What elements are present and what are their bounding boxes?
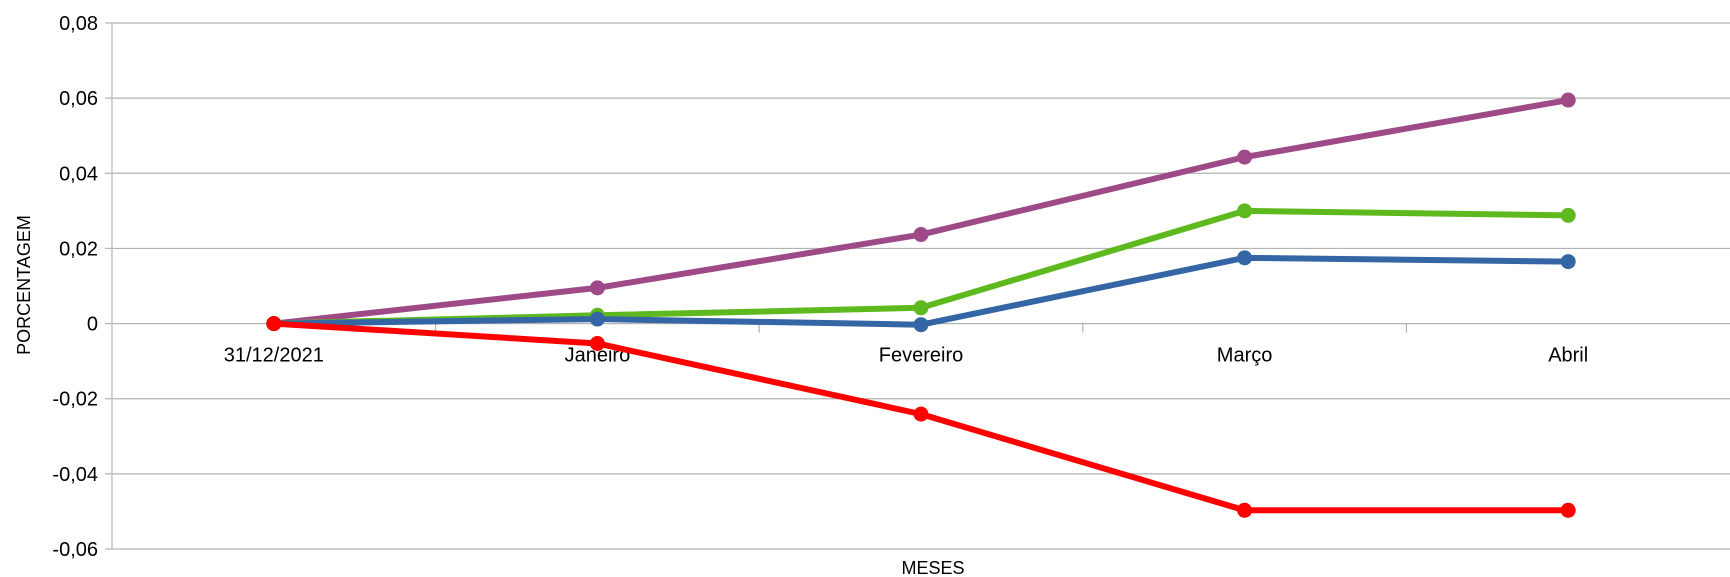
x-tick-label: Fevereiro: [879, 345, 963, 367]
data-point: [913, 317, 929, 333]
y-tick-label: -0,06: [52, 539, 98, 561]
gridlines: [112, 22, 1730, 550]
data-point: [589, 311, 605, 327]
y-tick-label: 0,02: [59, 238, 98, 260]
y-tick-label: 0,04: [59, 163, 98, 185]
data-point: [1560, 92, 1576, 108]
y-tick-label: -0,04: [52, 464, 98, 486]
data-point: [1237, 502, 1253, 518]
data-point: [913, 227, 929, 243]
data-point: [266, 316, 282, 332]
data-point: [1560, 254, 1576, 270]
x-tick-labels: 31/12/2021 Janeiro Fevereiro Março Abril: [224, 345, 1588, 367]
data-point: [1560, 502, 1576, 518]
data-point: [1560, 207, 1576, 223]
y-tick-labels: -0,06 -0,04 -0,02 0 0,02 0,04 0,06 0,08: [52, 13, 98, 561]
data-point: [1237, 203, 1253, 219]
y-tick-label: 0: [87, 314, 98, 336]
data-point: [589, 335, 605, 351]
data-point: [1237, 250, 1253, 266]
x-tick-label: 31/12/2021: [224, 345, 324, 367]
data-point: [913, 406, 929, 422]
series-lines: [266, 92, 1576, 518]
y-tick-label: 0,08: [59, 13, 98, 35]
y-axis-title: PORCENTAGEM: [14, 215, 34, 355]
data-point: [913, 300, 929, 316]
y-tick-label: -0,02: [52, 389, 98, 411]
data-point: [589, 280, 605, 296]
data-point: [1237, 149, 1253, 165]
axes: [105, 22, 1730, 550]
y-tick-label: 0,06: [59, 88, 98, 110]
x-axis-title: MESES: [901, 558, 964, 577]
x-tick-label: Março: [1217, 345, 1273, 367]
x-tick-label: Abril: [1548, 345, 1588, 367]
